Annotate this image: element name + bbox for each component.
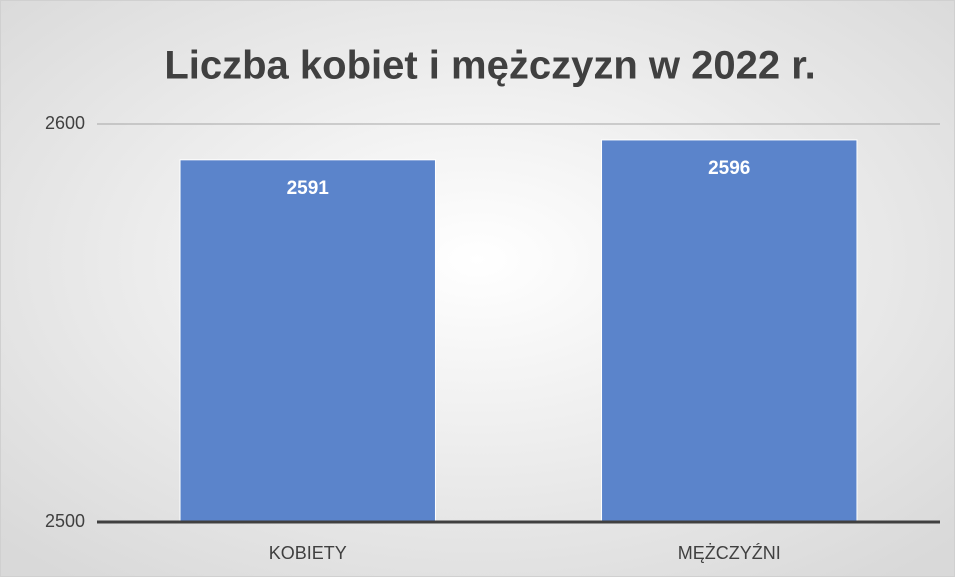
x-tick-label: MĘŻCZYŹNI [678,543,781,563]
data-label: 2596 [708,158,750,179]
chart-title: Liczba kobiet i mężczyzn w 2022 r. [164,44,815,88]
x-tick-label: KOBIETY [269,543,347,563]
bar [179,159,436,523]
y-tick-label: 2500 [45,511,85,531]
bar [601,139,858,523]
data-label: 2591 [287,178,330,199]
y-tick-label: 2600 [45,113,85,133]
